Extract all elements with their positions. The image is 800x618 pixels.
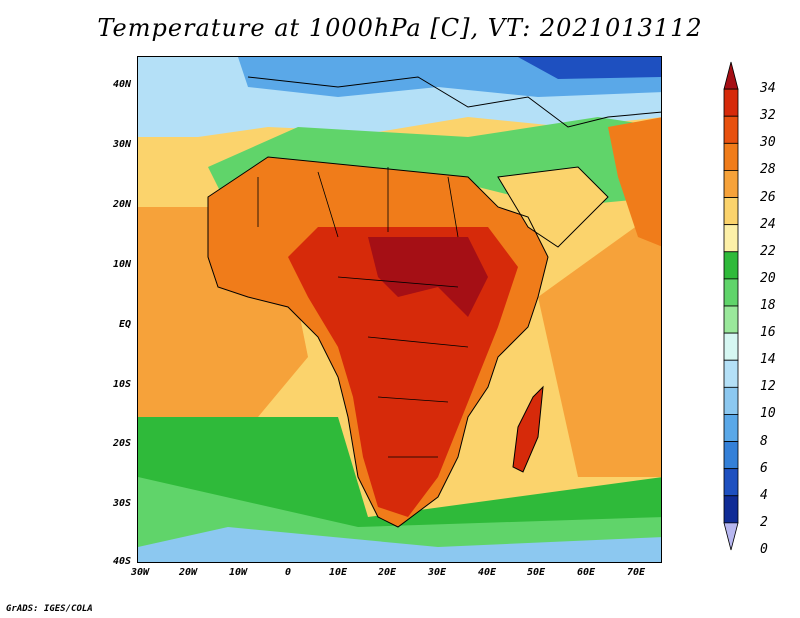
colorbar-swatch <box>723 332 739 361</box>
lon-label: 20E <box>377 567 397 578</box>
colorbar-tick-label: 4 <box>760 487 768 503</box>
colorbar-tick-label: 20 <box>760 270 776 286</box>
colorbar-tick-label: 0 <box>760 542 768 557</box>
colorbar-swatch <box>723 305 739 334</box>
indian-warm-band <box>538 208 661 477</box>
temperature-map <box>138 57 661 562</box>
lon-label: 30E <box>427 567 447 578</box>
lat-label: EQ <box>118 319 131 330</box>
map-panel <box>137 56 662 563</box>
colorbar-tick-label: 32 <box>760 108 776 124</box>
lon-label: 10W <box>228 567 248 578</box>
colorbar-tick-label: 16 <box>760 325 776 341</box>
lon-label: 20W <box>178 567 198 578</box>
colorbar-swatch <box>723 386 739 415</box>
madagascar <box>513 387 543 472</box>
colorbar-tick-label: 26 <box>760 189 776 205</box>
arabia <box>498 167 608 247</box>
colorbar-swatch <box>723 495 739 524</box>
lat-label: 20N <box>112 199 131 210</box>
lon-label: 50E <box>526 567 546 578</box>
colorbar-swatch <box>723 115 739 144</box>
colorbar-swatch <box>723 414 739 442</box>
colorbar-swatch <box>723 359 739 388</box>
lat-label: 20S <box>112 438 131 449</box>
colorbar-swatch <box>723 170 739 198</box>
europe-coastline <box>247 76 661 128</box>
colorbar-swatches <box>723 61 739 551</box>
africa-coastline <box>207 156 549 528</box>
sahel-hottest <box>368 237 488 317</box>
colorbar-tick-label: 34 <box>760 81 776 97</box>
india <box>608 117 661 247</box>
colorbar-tick-label: 12 <box>760 379 776 395</box>
colorbar-top-arrow <box>723 61 739 90</box>
colorbar-swatch <box>723 278 739 307</box>
colorbar-swatch <box>723 142 739 171</box>
lat-label: 30N <box>112 139 131 150</box>
lon-label: 70E <box>626 567 646 578</box>
colorbar-swatch <box>723 441 739 470</box>
colorbar <box>723 61 739 551</box>
colorbar-tick-label: 18 <box>760 298 776 313</box>
colorbar-tick-label: 14 <box>760 352 776 368</box>
lon-label: 0 <box>284 567 292 578</box>
colorbar-tick-label: 2 <box>760 514 768 530</box>
lon-label: 40E <box>477 567 497 578</box>
lat-label: 10N <box>112 259 131 270</box>
credit-text: GrADS: IGES/COLA <box>6 604 93 614</box>
colorbar-bottom-arrow <box>723 522 739 551</box>
colorbar-tick-label: 22 <box>760 243 776 259</box>
colorbar-swatch <box>723 468 739 497</box>
arabia-coastline <box>497 166 609 248</box>
colorbar-swatch <box>723 88 739 117</box>
north-coldest-zone <box>518 57 661 79</box>
colorbar-tick-label: 30 <box>760 135 776 151</box>
colorbar-tick-label: 24 <box>760 216 776 232</box>
colorbar-tick-label: 6 <box>760 460 768 476</box>
lat-label: 40N <box>112 79 131 90</box>
colorbar-tick-label: 28 <box>760 162 776 178</box>
lat-label: 40S <box>112 556 131 567</box>
colorbar-swatch <box>723 224 739 253</box>
lon-label: 30W <box>130 567 150 578</box>
colorbar-tick-label: 8 <box>760 433 768 449</box>
lon-label: 60E <box>576 567 596 578</box>
lat-label: 30S <box>112 498 131 509</box>
lat-label: 10S <box>112 379 131 390</box>
chart-title: Temperature at 1000hPa [C], VT: 20210131… <box>97 14 703 42</box>
lon-label: 10E <box>328 567 348 578</box>
colorbar-tick-label: 10 <box>760 406 776 422</box>
country-borders <box>257 167 469 458</box>
colorbar-swatch <box>723 251 739 280</box>
colorbar-swatch <box>723 197 739 226</box>
madagascar-coastline <box>512 385 544 473</box>
southern-ocean-blue <box>138 527 661 562</box>
